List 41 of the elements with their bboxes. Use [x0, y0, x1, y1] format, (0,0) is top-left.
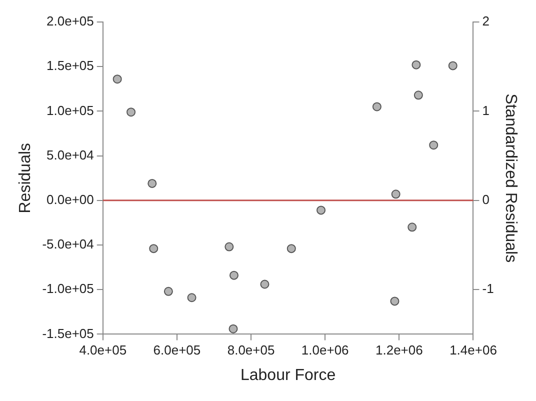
y-axis-title: Residuals — [17, 142, 34, 214]
y-tick-label: 1.5e+05 — [46, 58, 94, 74]
point — [316, 206, 326, 215]
point — [414, 90, 423, 100]
y2-tick-label: 2 — [482, 14, 490, 29]
point — [126, 108, 136, 117]
y-tick-label: 0.0e+00 — [46, 192, 94, 207]
y2-tick-label: -1 — [482, 281, 494, 296]
point — [408, 222, 417, 232]
y2-tick-label: 0 — [482, 192, 490, 207]
x-tick-label: 4.0e+05 — [79, 342, 127, 358]
point — [228, 324, 238, 334]
x-tick-label: 6.0e+05 — [153, 342, 201, 358]
y2-tick-label: 1 — [482, 102, 490, 118]
y-tick-label: -1.0e+05 — [42, 281, 94, 296]
point — [187, 293, 196, 302]
x-tick-label: 1.0e+06 — [301, 342, 349, 358]
x-tick-label: 8.0e+05 — [227, 342, 275, 358]
point — [260, 280, 270, 289]
point — [286, 244, 296, 254]
point — [372, 102, 382, 112]
y-tick-label: -1.5e+05 — [42, 326, 94, 341]
point — [391, 190, 400, 199]
point — [112, 74, 122, 84]
point — [148, 178, 157, 188]
point — [149, 244, 158, 254]
x-axis-title: Labour Force — [240, 366, 336, 384]
point — [412, 60, 421, 70]
y2-axis-title: Standardized Residuals — [502, 94, 519, 263]
point — [164, 286, 173, 296]
x-tick-label: 1.4e+06 — [450, 342, 497, 358]
y-tick-label: 2.0e+05 — [46, 14, 94, 29]
point — [448, 61, 458, 70]
y-tick-label: 1.0e+05 — [46, 102, 94, 118]
point — [224, 242, 234, 252]
y-tick-label: 5.0e+04 — [46, 147, 94, 162]
x-tick-label: 1.2e+06 — [375, 342, 423, 358]
point — [429, 140, 438, 150]
y-tick-label: -5.0e+04 — [42, 236, 94, 252]
point — [229, 270, 238, 280]
point — [390, 296, 400, 306]
